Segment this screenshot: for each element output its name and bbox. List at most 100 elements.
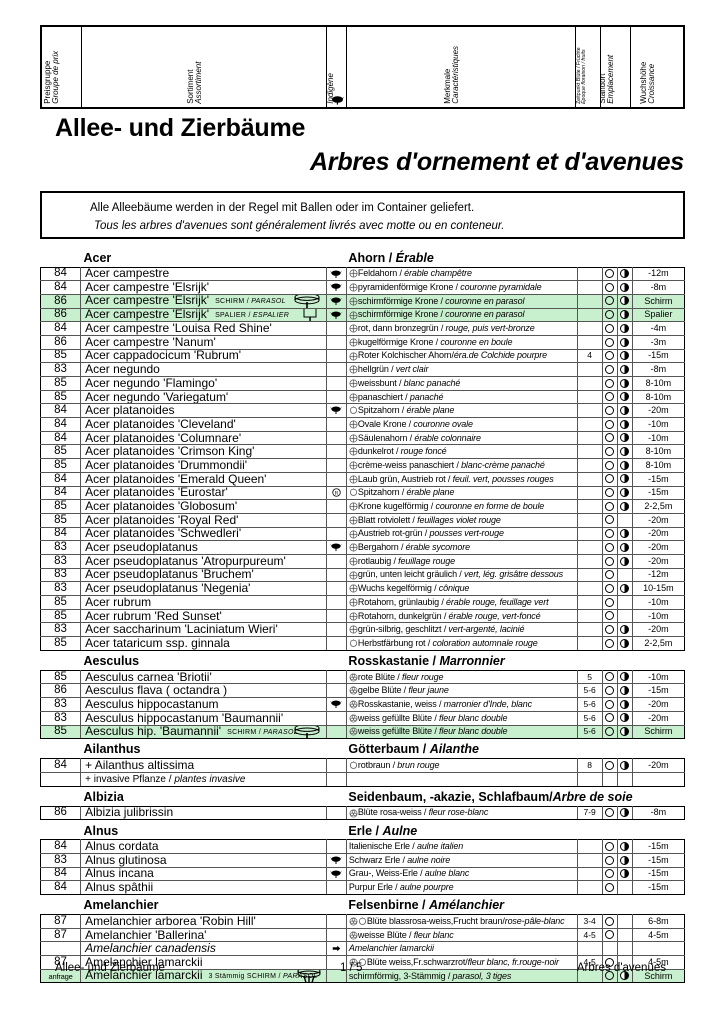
bloom-time-cell <box>576 430 603 446</box>
height-cell: -8m <box>631 362 686 377</box>
assortment-cell: Acer rubrum <box>80 595 327 610</box>
price-group-cell: 85 <box>39 444 82 460</box>
sun-icon <box>605 282 615 292</box>
table-row[interactable]: 83 Acer pseudoplatanus 'Negenia' Wuchs keg… <box>39 581 686 596</box>
price-group-cell: 85 <box>39 669 82 685</box>
bloom-time-cell <box>576 941 603 957</box>
height-cell: -15m <box>631 683 686 699</box>
half-shade-icon <box>620 529 630 539</box>
table-row[interactable]: 85 Acer platanoides 'Drummondii' crème-wei… <box>39 458 686 473</box>
table-row[interactable]: 86 Acer campestre 'Elsrijk' SCHIRM / PARAS… <box>39 293 686 309</box>
location-halfshade-cell <box>616 724 633 740</box>
table-row[interactable]: 86 Acer campestre 'Nanum' kugelförmige Kro… <box>39 334 686 350</box>
table-row[interactable]: 83 Acer pseudoplatanus 'Atropurpureum' rot… <box>39 553 686 569</box>
assortment-cell: Alnus incana <box>80 866 327 882</box>
table-row[interactable]: 85 Acer rubrum Rotahorn, grünlaubig / érab… <box>39 595 686 610</box>
native-cell <box>325 852 347 868</box>
table-row[interactable]: 83 Alnus glutinosa Schwarz Erle / aulne no… <box>39 852 686 868</box>
height-cell: -20m <box>631 758 686 773</box>
table-row[interactable]: 84 Alnus incana Grau-, Weiss-Erle / aulne … <box>39 866 686 882</box>
height-cell: -10m <box>631 430 686 446</box>
plant-catalog-table: Acer Ahorn / Érable 84 Acer campestre Feldah… <box>39 250 686 984</box>
sun-icon <box>605 672 615 682</box>
blossom-icon <box>349 809 358 817</box>
table-row[interactable]: 86 Aesculus flava ( octandra ) gelbe Blüte… <box>39 683 686 699</box>
sun-icon <box>605 624 615 634</box>
table-row[interactable]: 85 Aesculus carnea 'Briotii' rote Blüte / … <box>39 669 686 685</box>
assortment-cell: Aesculus hippocastanum <box>80 697 327 712</box>
table-row[interactable]: 87 Amelanchier 'Ballerina' weisse Blüte / … <box>39 927 686 943</box>
location-sun-cell <box>601 636 618 651</box>
table-row[interactable]: 83 Aesculus hippocastanum Rosskastanie, we… <box>39 697 686 712</box>
assortment-cell: Acer campestre <box>80 266 327 282</box>
bloom-time-cell <box>576 293 603 309</box>
native-cell <box>325 512 347 528</box>
native-cell <box>325 553 347 569</box>
assortment-cell: Acer campestre 'Nanum' <box>80 334 327 350</box>
price-group-cell: 84 <box>39 839 82 854</box>
table-row[interactable]: 84 Acer platanoides 'Eurostar' R Spitzahorn… <box>39 485 686 501</box>
table-row[interactable]: 85 Acer platanoides 'Royal Red' Blatt rotv… <box>39 512 686 528</box>
location-sun-cell <box>601 669 618 685</box>
table-row[interactable]: 84 Acer platanoides 'Schwedleri' Austrieb … <box>39 526 686 542</box>
table-row[interactable]: 85 Acer cappadocicum 'Rubrum' Roter Kolchi… <box>39 348 686 364</box>
table-row[interactable]: 85 Acer platanoides 'Crimson King' dunkelr… <box>39 444 686 460</box>
assortment-cell: Acer platanoides 'Eurostar' <box>80 485 327 501</box>
table-row[interactable]: anfrage Amelanchier lamarckii 3 Stämmig SC… <box>39 968 686 984</box>
table-row[interactable]: 85 Aesculus hip. 'Baumannii' SCHIRM / PARA… <box>39 724 686 740</box>
price-group-cell: 83 <box>39 852 82 868</box>
table-row[interactable]: 84 Acer campestre 'Louisa Red Shine' rot, … <box>39 321 686 336</box>
price-group-cell: 85 <box>39 376 82 391</box>
table-row[interactable]: 87 Amelanchier lamarckii Blüte weiss,Fr.sc… <box>39 955 686 970</box>
table-row[interactable]: 85 Acer negundo 'Variegatum' panaschiert /… <box>39 389 686 405</box>
table-row[interactable]: 84 Acer platanoides Spitzahorn / érable pl… <box>39 403 686 419</box>
assortment-cell: Acer negundo <box>80 362 327 377</box>
height-cell: -10m <box>631 417 686 432</box>
bloom-time-cell: 4 <box>576 348 603 364</box>
native-cell <box>325 941 347 957</box>
bloom-time-cell: 3-4 <box>576 914 603 929</box>
location-sun-cell <box>601 417 618 432</box>
location-halfshade-cell <box>616 307 633 323</box>
flower-icon <box>349 530 358 538</box>
table-row[interactable]: 83 Acer pseudoplatanus 'Bruchem' grün, unt… <box>39 567 686 583</box>
table-row[interactable]: 85 Acer tataricum ssp. ginnala Herbstfärbu… <box>39 636 686 651</box>
table-row[interactable]: 84 Acer campestre Feldahorn / érable champ… <box>39 266 686 282</box>
table-row[interactable]: 84 Acer campestre 'Elsrijk' pyramidenförmi… <box>39 280 686 295</box>
table-row[interactable]: 85 Acer platanoides 'Globosum' Krone kugel… <box>39 499 686 514</box>
table-row[interactable]: 84 Acer platanoides 'Columnare' Säulenahor… <box>39 430 686 446</box>
half-shade-icon <box>620 699 630 709</box>
table-row[interactable]: 86 Acer campestre 'Elsrijk' SPALIER / ESPA… <box>39 307 686 323</box>
table-row[interactable]: 84 Alnus spâthii Purpur Erle / aulne pourp… <box>39 880 686 895</box>
location-halfshade-cell <box>616 430 633 446</box>
table-row[interactable]: 84 Acer platanoides 'Emerald Queen' Laub g… <box>39 471 686 487</box>
table-row[interactable]: 84 + Ailanthus altissima rotbraun / brun r… <box>39 758 686 773</box>
table-row[interactable]: 83 Acer negundo hellgrün / vert clair -8m <box>39 362 686 377</box>
table-row[interactable]: 85 Acer rubrum 'Red Sunset' Rotahorn, dunk… <box>39 608 686 624</box>
location-sun-cell <box>601 595 618 610</box>
table-row[interactable]: 83 Acer saccharinum 'Laciniatum Wieri' grü… <box>39 622 686 638</box>
native-cell <box>325 866 347 882</box>
table-row[interactable]: 84 Acer platanoides 'Cleveland' Ovale Kron… <box>39 417 686 432</box>
price-group-cell: 85 <box>39 608 82 624</box>
table-row[interactable]: 83 Acer pseudoplatanus Bergahorn / érable … <box>39 540 686 555</box>
characteristics-cell: Blüte rosa-weiss / fleur rose-blanc <box>345 805 578 821</box>
native-cell <box>325 403 347 419</box>
table-row[interactable]: 87 Amelanchier arborea 'Robin Hill' Blüte … <box>39 914 686 929</box>
blossom-icon <box>349 958 358 967</box>
group-latin-name: Amelanchier <box>83 898 159 913</box>
price-group-cell: 84 <box>39 471 82 487</box>
table-row[interactable]: 85 Acer negundo 'Flamingo' weissbunt / bla… <box>39 376 686 391</box>
bloom-time-cell <box>576 567 603 583</box>
location-halfshade-cell <box>616 880 633 895</box>
table-row[interactable]: 83 Aesculus hippocastanum 'Baumannii' weis… <box>39 710 686 726</box>
bloom-time-cell: 5-6 <box>576 724 603 740</box>
table-row[interactable]: 84 Alnus cordata Italienische Erle / aulne… <box>39 839 686 854</box>
price-group-cell: 85 <box>39 389 82 405</box>
flower-icon <box>349 625 358 634</box>
table-row[interactable]: + invasive Pflanze / plantes invasive <box>39 771 686 787</box>
table-row[interactable]: Amelanchier canadensis Amelanchier lamarc… <box>39 941 686 957</box>
table-row[interactable]: 86 Albizia julibrissin Blüte rosa-weiss / … <box>39 805 686 821</box>
native-cell <box>325 968 347 984</box>
height-cell: -8m <box>631 805 686 821</box>
